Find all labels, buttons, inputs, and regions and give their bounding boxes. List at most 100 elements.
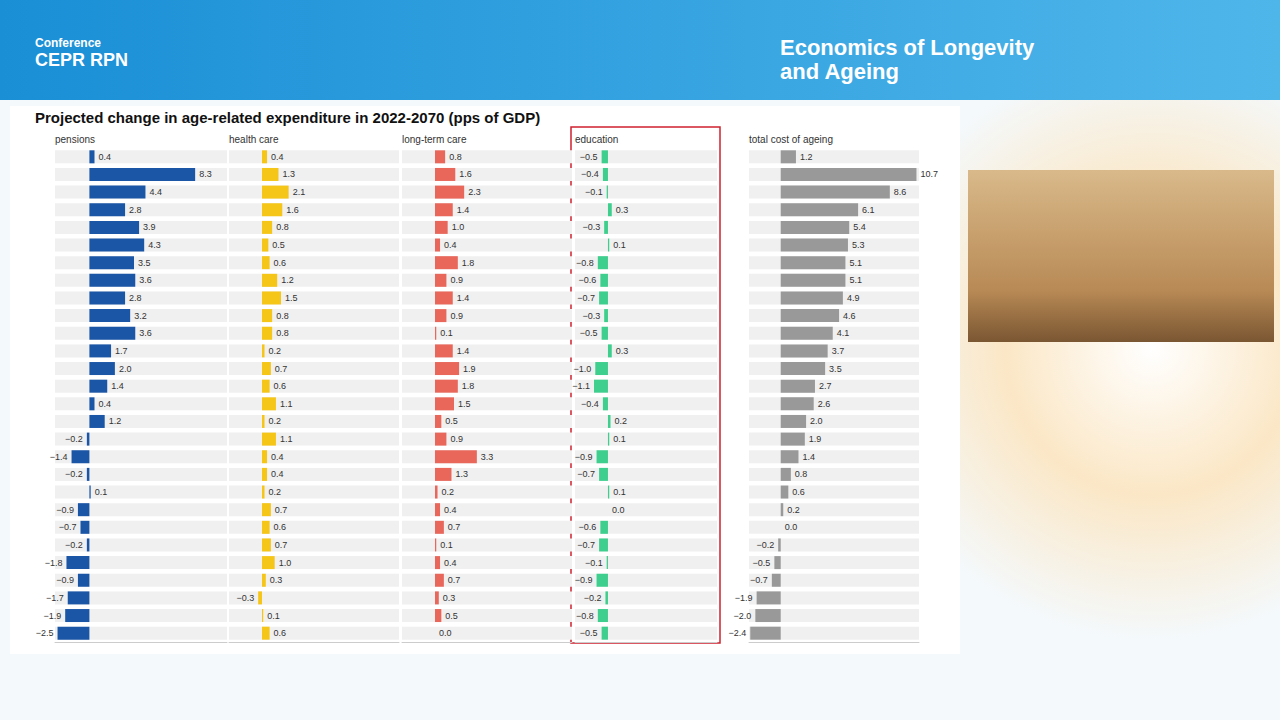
- svg-text:2.0: 2.0: [119, 364, 132, 374]
- svg-text:0.2: 0.2: [442, 487, 455, 497]
- svg-text:2.8: 2.8: [129, 293, 142, 303]
- svg-text:8.6: 8.6: [894, 187, 907, 197]
- svg-text:0.5: 0.5: [445, 416, 458, 426]
- svg-text:2.8: 2.8: [129, 205, 142, 215]
- svg-text:0.1: 0.1: [440, 328, 453, 338]
- svg-text:0.1: 0.1: [95, 487, 108, 497]
- svg-text:1.5: 1.5: [285, 293, 298, 303]
- svg-text:−0.1: −0.1: [585, 187, 603, 197]
- svg-text:−0.2: −0.2: [756, 540, 774, 550]
- svg-text:−0.1: −0.1: [585, 558, 603, 568]
- svg-text:2.7: 2.7: [819, 381, 832, 391]
- svg-text:−1.9: −1.9: [735, 593, 753, 603]
- svg-text:0.4: 0.4: [444, 558, 457, 568]
- svg-text:0.6: 0.6: [274, 628, 287, 638]
- svg-text:0.0: 0.0: [785, 522, 798, 532]
- svg-text:1.4: 1.4: [457, 205, 470, 215]
- svg-text:0.6: 0.6: [274, 522, 287, 532]
- svg-text:0.8: 0.8: [276, 328, 289, 338]
- svg-text:0.2: 0.2: [787, 505, 800, 515]
- svg-text:−2.5: −2.5: [36, 628, 54, 638]
- svg-text:4.6: 4.6: [843, 311, 856, 321]
- svg-text:0.7: 0.7: [275, 364, 288, 374]
- svg-text:−0.4: −0.4: [581, 169, 599, 179]
- svg-text:pensions: pensions: [55, 134, 95, 145]
- svg-text:−0.4: −0.4: [581, 399, 599, 409]
- svg-text:0.7: 0.7: [448, 575, 461, 585]
- svg-text:1.2: 1.2: [281, 275, 294, 285]
- svg-text:0.3: 0.3: [616, 205, 629, 215]
- svg-text:5.4: 5.4: [853, 222, 866, 232]
- svg-text:0.2: 0.2: [269, 416, 282, 426]
- svg-text:1.4: 1.4: [111, 381, 124, 391]
- svg-text:2.1: 2.1: [293, 187, 306, 197]
- svg-text:2.6: 2.6: [818, 399, 831, 409]
- svg-text:1.2: 1.2: [109, 416, 122, 426]
- svg-text:0.7: 0.7: [275, 505, 288, 515]
- svg-text:1.9: 1.9: [463, 364, 476, 374]
- svg-text:0.4: 0.4: [271, 452, 284, 462]
- svg-text:−0.9: −0.9: [575, 575, 593, 585]
- svg-text:−1.1: −1.1: [572, 381, 590, 391]
- svg-text:−0.3: −0.3: [236, 593, 254, 603]
- svg-text:1.7: 1.7: [115, 346, 128, 356]
- svg-text:−0.5: −0.5: [580, 328, 598, 338]
- svg-text:1.6: 1.6: [459, 169, 472, 179]
- svg-text:−0.3: −0.3: [582, 222, 600, 232]
- svg-text:−0.7: −0.7: [577, 540, 595, 550]
- svg-text:4.4: 4.4: [149, 187, 162, 197]
- svg-text:−0.3: −0.3: [582, 311, 600, 321]
- svg-text:3.5: 3.5: [138, 258, 151, 268]
- svg-text:8.3: 8.3: [199, 169, 212, 179]
- svg-text:−1.8: −1.8: [45, 558, 63, 568]
- svg-text:3.3: 3.3: [481, 452, 494, 462]
- svg-text:6.1: 6.1: [862, 205, 875, 215]
- svg-text:0.9: 0.9: [450, 434, 463, 444]
- svg-text:10.7: 10.7: [920, 169, 938, 179]
- svg-text:1.3: 1.3: [282, 169, 295, 179]
- svg-text:3.7: 3.7: [832, 346, 845, 356]
- svg-text:−0.2: −0.2: [65, 540, 83, 550]
- svg-text:5.3: 5.3: [852, 240, 865, 250]
- svg-text:0.8: 0.8: [795, 469, 808, 479]
- svg-text:4.3: 4.3: [148, 240, 161, 250]
- svg-text:1.0: 1.0: [279, 558, 292, 568]
- svg-text:0.6: 0.6: [274, 258, 287, 268]
- svg-text:0.7: 0.7: [448, 522, 461, 532]
- svg-text:0.1: 0.1: [613, 240, 626, 250]
- svg-text:−0.7: −0.7: [577, 293, 595, 303]
- svg-text:−0.9: −0.9: [575, 452, 593, 462]
- svg-text:−0.8: −0.8: [576, 611, 594, 621]
- svg-text:long-term care: long-term care: [402, 134, 467, 145]
- svg-text:0.2: 0.2: [269, 487, 282, 497]
- svg-text:0.4: 0.4: [444, 505, 457, 515]
- svg-text:0.4: 0.4: [271, 152, 284, 162]
- svg-text:1.4: 1.4: [457, 293, 470, 303]
- svg-text:education: education: [575, 134, 618, 145]
- svg-text:−0.7: −0.7: [750, 575, 768, 585]
- svg-text:0.8: 0.8: [276, 311, 289, 321]
- svg-text:−0.5: −0.5: [580, 152, 598, 162]
- svg-text:1.0: 1.0: [452, 222, 465, 232]
- svg-text:5.1: 5.1: [849, 258, 862, 268]
- svg-text:1.1: 1.1: [280, 434, 293, 444]
- svg-text:1.5: 1.5: [458, 399, 471, 409]
- svg-text:0.6: 0.6: [274, 381, 287, 391]
- svg-text:−1.9: −1.9: [43, 611, 61, 621]
- svg-text:0.1: 0.1: [267, 611, 280, 621]
- svg-text:3.6: 3.6: [139, 275, 152, 285]
- svg-text:total cost of ageing: total cost of ageing: [749, 134, 833, 145]
- svg-text:3.9: 3.9: [143, 222, 156, 232]
- svg-text:−0.6: −0.6: [579, 522, 597, 532]
- svg-text:0.8: 0.8: [276, 222, 289, 232]
- svg-text:0.9: 0.9: [450, 275, 463, 285]
- svg-text:3.5: 3.5: [829, 364, 842, 374]
- svg-text:1.9: 1.9: [809, 434, 822, 444]
- svg-text:2.3: 2.3: [468, 187, 481, 197]
- svg-text:4.1: 4.1: [837, 328, 850, 338]
- svg-text:−0.6: −0.6: [579, 275, 597, 285]
- svg-text:0.2: 0.2: [615, 416, 628, 426]
- svg-text:0.9: 0.9: [450, 311, 463, 321]
- svg-text:−0.5: −0.5: [753, 558, 771, 568]
- svg-text:5.1: 5.1: [849, 275, 862, 285]
